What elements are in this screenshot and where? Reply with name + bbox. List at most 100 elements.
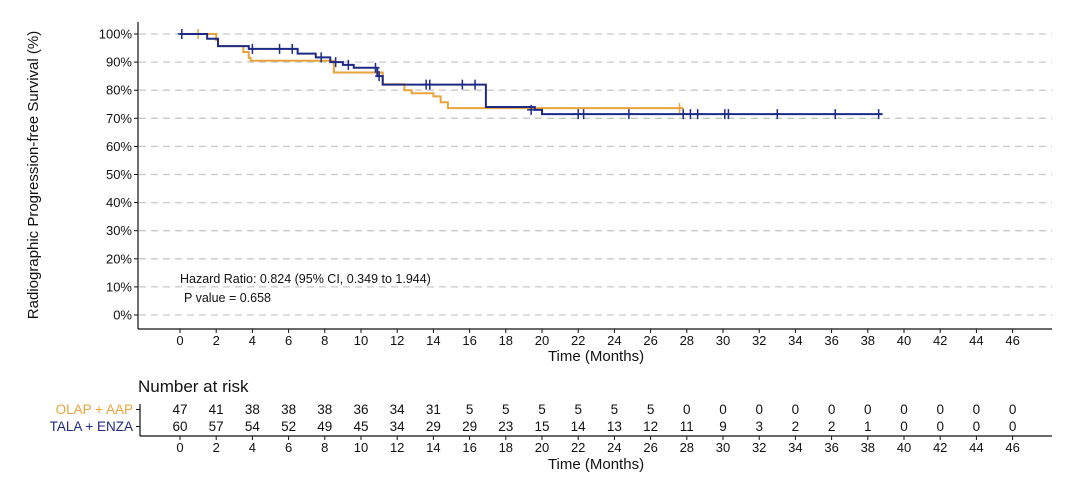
censor-mark-tala-enza [624, 109, 633, 120]
risk-count: 5 [466, 402, 474, 417]
x-tick-label: 44 [969, 333, 983, 348]
x-axis-ticks: 0 2 4 6 8 10 12 14 16 18 20 22 24 26 28 30 32 34 36 38 40 42 4… [176, 329, 1020, 348]
y-axis-ticks: 0% 10% 20% 30% 40% 50% 60% 70% 80% 90% 100% [99, 27, 138, 323]
y-tick-label: 70% [106, 111, 132, 126]
censor-mark-olap-aap [675, 103, 684, 114]
x-tick-label: 28 [680, 333, 694, 348]
risk-count: 13 [607, 419, 622, 434]
x-tick-label: 46 [1005, 333, 1019, 348]
series-line-tala-enza [180, 33, 883, 116]
censor-mark-tala-enza [579, 109, 588, 120]
risk-count: 0 [828, 402, 836, 417]
risk-x-tick-label: 36 [824, 440, 838, 455]
censor-mark-tala-enza [371, 62, 380, 73]
risk-count: 31 [426, 402, 441, 417]
censor-mark-tala-enza [773, 109, 782, 120]
risk-count: 5 [538, 402, 546, 417]
risk-x-tick-label: 8 [321, 440, 328, 455]
risk-x-tick-label: 44 [969, 440, 983, 455]
risk-count: 0 [936, 419, 944, 434]
y-tick-label: 50% [106, 167, 132, 182]
censor-mark-tala-enza [288, 43, 297, 54]
risk-count: 5 [502, 402, 510, 417]
risk-count: 3 [755, 419, 763, 434]
survival-curves [177, 29, 883, 120]
y-tick-label: 20% [106, 251, 132, 266]
y-tick-label: 80% [106, 83, 132, 98]
risk-count: 0 [1009, 402, 1017, 417]
risk-x-tick-label: 38 [861, 440, 875, 455]
x-tick-label: 26 [643, 333, 657, 348]
risk-count: 9 [719, 419, 727, 434]
x-tick-label: 20 [535, 333, 549, 348]
x-tick-label: 8 [321, 333, 328, 348]
risk-x-tick-label: 26 [643, 440, 657, 455]
risk-x-tick-label: 10 [354, 440, 368, 455]
risk-count: 2 [828, 419, 836, 434]
risk-count: 0 [864, 402, 872, 417]
risk-count: 34 [390, 402, 406, 417]
x-tick-label: 34 [788, 333, 802, 348]
hazard-ratio-annotation: Hazard Ratio: 0.824 (95% CI, 0.349 to 1.… [180, 272, 431, 286]
risk-x-tick-label: 14 [426, 440, 440, 455]
censor-mark-tala-enza [248, 43, 257, 54]
risk-count: 1 [864, 419, 872, 434]
x-tick-label: 32 [752, 333, 766, 348]
risk-count: 29 [462, 419, 477, 434]
censor-mark-tala-enza [458, 79, 467, 90]
x-tick-label: 40 [897, 333, 911, 348]
x-tick-label: 6 [285, 333, 292, 348]
risk-count: 23 [498, 419, 513, 434]
y-tick-label: 60% [106, 139, 132, 154]
risk-table-x-axis-title: Time (Months) [548, 456, 644, 473]
risk-x-tick-label: 0 [176, 440, 183, 455]
risk-table-title: Number at risk [138, 377, 249, 396]
risk-count: 5 [574, 402, 582, 417]
risk-count: 41 [209, 402, 224, 417]
x-tick-label: 18 [499, 333, 513, 348]
risk-count: 47 [172, 402, 187, 417]
censor-mark-tala-enza [177, 29, 186, 39]
risk-table: OLAP + AAP 47 41 38 38 38 36 34 31 5 5 5 5 5 5 0 0 0 0 0 0 0 0… [50, 402, 1052, 455]
y-tick-label: 0% [113, 308, 132, 323]
x-tick-label: 14 [426, 333, 440, 348]
risk-x-tick-label: 2 [213, 440, 220, 455]
p-value-annotation: P value = 0.658 [184, 291, 271, 305]
risk-count: 0 [936, 402, 944, 417]
risk-x-tick-label: 22 [571, 440, 585, 455]
risk-count: 2 [792, 419, 800, 434]
censor-mark-tala-enza [874, 109, 883, 120]
censor-mark-tala-enza [471, 79, 480, 90]
risk-count: 12 [643, 419, 658, 434]
x-tick-label: 22 [571, 333, 585, 348]
x-tick-label: 38 [861, 333, 875, 348]
x-tick-label: 10 [354, 333, 368, 348]
x-tick-label: 16 [462, 333, 476, 348]
x-axis-title: Time (Months) [548, 348, 644, 365]
risk-count: 36 [353, 402, 368, 417]
risk-count: 0 [973, 402, 981, 417]
risk-count: 0 [792, 402, 800, 417]
x-tick-label: 12 [390, 333, 404, 348]
censor-mark-tala-enza [375, 71, 384, 82]
censor-mark-tala-enza [831, 109, 840, 120]
risk-count: 34 [390, 419, 406, 434]
risk-x-tick-label: 40 [897, 440, 911, 455]
risk-x-tick-label: 28 [680, 440, 694, 455]
risk-count: 0 [755, 402, 763, 417]
risk-count: 49 [317, 419, 332, 434]
risk-count: 15 [534, 419, 549, 434]
x-tick-label: 0 [176, 333, 183, 348]
y-tick-label: 100% [99, 27, 133, 42]
risk-x-tick-label: 4 [249, 440, 256, 455]
risk-row-label: TALA + ENZA [50, 419, 133, 434]
risk-x-tick-label: 18 [499, 440, 513, 455]
censor-mark-tala-enza [527, 104, 536, 115]
risk-x-tick-label: 24 [607, 440, 621, 455]
risk-count: 29 [426, 419, 441, 434]
risk-count: 45 [353, 419, 368, 434]
risk-count: 38 [317, 402, 332, 417]
censor-mark-tala-enza [686, 109, 695, 120]
risk-count: 0 [719, 402, 727, 417]
